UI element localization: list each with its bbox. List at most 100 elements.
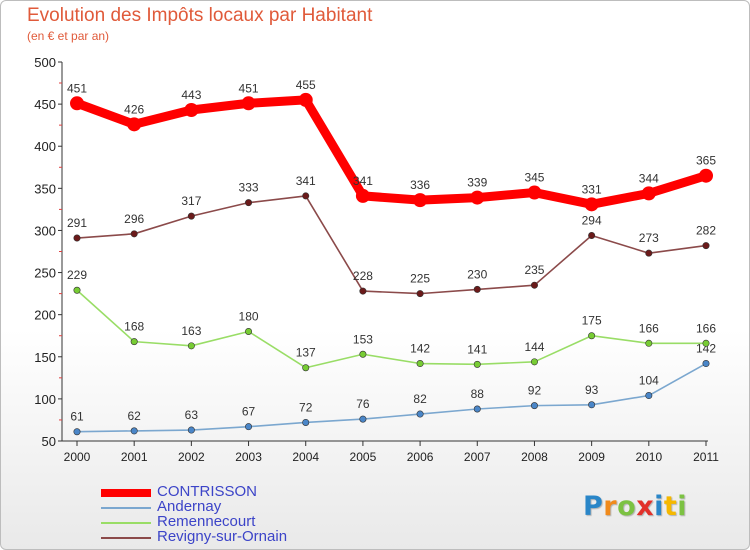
x-tick-label: 2005 (350, 450, 377, 464)
data-label-revigny-sur-ornain: 341 (296, 174, 316, 188)
x-tick-label: 2006 (407, 450, 434, 464)
logo-letter: o (617, 491, 637, 522)
legend-label-contrisson: CONTRISSON (157, 483, 258, 500)
data-label-contrisson: 345 (524, 171, 544, 185)
data-point-remennecourt (588, 332, 596, 340)
logo-letter: t (663, 491, 678, 522)
data-label-revigny-sur-ornain: 228 (353, 269, 373, 283)
legend-label-revigny-sur-ornain: Revigny-sur-Ornain (157, 528, 288, 545)
data-point-remennecourt (73, 286, 81, 294)
data-point-contrisson (241, 96, 256, 111)
data-point-andernay (530, 402, 538, 410)
data-point-andernay (588, 401, 596, 409)
data-label-remennecourt: 166 (696, 321, 716, 335)
x-tick-label: 2003 (235, 450, 262, 464)
x-tick-label: 2010 (635, 450, 662, 464)
data-label-remennecourt: 163 (181, 324, 201, 338)
data-label-andernay: 76 (356, 397, 370, 411)
data-point-remennecourt (702, 339, 710, 347)
data-point-andernay (73, 428, 81, 436)
data-point-revigny-sur-ornain (530, 281, 538, 289)
data-label-revigny-sur-ornain: 235 (524, 263, 544, 277)
y-tick-label: 500 (34, 55, 56, 70)
data-point-remennecourt (530, 358, 538, 366)
data-label-andernay: 63 (185, 408, 199, 422)
data-label-remennecourt: 142 (410, 342, 430, 356)
data-point-revigny-sur-ornain (73, 234, 81, 242)
data-label-contrisson: 451 (239, 81, 259, 95)
data-label-andernay: 61 (70, 410, 84, 424)
data-point-revigny-sur-ornain (416, 290, 424, 298)
x-tick-label: 2004 (292, 450, 319, 464)
data-point-contrisson (470, 190, 485, 205)
data-point-remennecourt (302, 364, 310, 372)
data-point-remennecourt (245, 328, 253, 336)
data-label-andernay: 62 (128, 409, 142, 423)
data-point-revigny-sur-ornain (187, 212, 195, 220)
data-label-remennecourt: 144 (524, 340, 544, 354)
series-line-remennecourt (76, 289, 707, 369)
x-tick-label: 2009 (578, 450, 605, 464)
data-point-contrisson (584, 197, 599, 212)
data-label-contrisson: 331 (582, 182, 602, 196)
data-label-andernay: 67 (242, 405, 256, 419)
data-label-andernay: 93 (585, 383, 599, 397)
data-label-contrisson: 365 (696, 154, 716, 168)
x-tick-label: 2001 (121, 450, 148, 464)
data-point-remennecourt (130, 338, 138, 346)
legend-swatch-revigny-sur-ornain (101, 537, 151, 539)
data-point-contrisson (127, 117, 142, 132)
data-point-contrisson (70, 96, 84, 111)
data-label-remennecourt: 180 (239, 310, 259, 324)
logo-letter: i (654, 491, 664, 522)
data-label-andernay: 92 (528, 384, 542, 398)
data-label-andernay: 88 (471, 387, 485, 401)
proxiti-logo: Proxiti (583, 491, 687, 522)
data-label-revigny-sur-ornain: 230 (467, 267, 487, 281)
data-point-andernay (130, 427, 138, 435)
data-point-remennecourt (473, 360, 481, 368)
data-point-contrisson (184, 103, 199, 118)
data-point-remennecourt (416, 360, 424, 368)
data-label-revigny-sur-ornain: 225 (410, 272, 430, 286)
data-point-revigny-sur-ornain (359, 287, 367, 295)
y-tick-label: 200 (34, 308, 56, 323)
series-line-andernay (76, 362, 707, 433)
data-label-andernay: 82 (413, 392, 427, 406)
data-label-contrisson: 443 (181, 88, 201, 102)
data-label-remennecourt: 168 (124, 320, 144, 334)
series-line-contrisson (72, 95, 711, 209)
logo-letter: i (677, 491, 688, 522)
x-tick-label: 2007 (464, 450, 491, 464)
data-label-revigny-sur-ornain: 317 (181, 194, 201, 208)
data-point-andernay (359, 415, 367, 423)
data-point-revigny-sur-ornain (245, 199, 253, 207)
data-point-revigny-sur-ornain (302, 192, 310, 200)
y-tick-label: 350 (34, 181, 56, 196)
data-label-remennecourt: 175 (582, 314, 602, 328)
data-point-remennecourt (645, 339, 653, 347)
x-tick-label: 2000 (64, 450, 91, 464)
y-tick-label: 100 (34, 392, 56, 407)
data-point-contrisson (355, 188, 370, 203)
y-tick-label: 50 (42, 434, 56, 449)
data-point-andernay (302, 418, 310, 426)
legend-swatch-andernay (101, 507, 151, 509)
data-point-remennecourt (187, 342, 195, 350)
data-point-andernay (473, 405, 481, 413)
y-tick-label: 450 (34, 97, 56, 112)
data-point-contrisson (699, 168, 713, 183)
legend-swatch-remennecourt (101, 522, 151, 524)
data-point-revigny-sur-ornain (702, 242, 710, 250)
data-label-remennecourt: 166 (639, 321, 659, 335)
y-tick-label: 250 (34, 266, 56, 281)
data-label-contrisson: 344 (639, 171, 659, 185)
data-point-revigny-sur-ornain (645, 249, 653, 257)
logo-letter: r (603, 491, 618, 522)
x-tick-label: 2002 (178, 450, 205, 464)
logo-letter: P (583, 491, 604, 522)
data-point-revigny-sur-ornain (473, 285, 481, 293)
data-point-andernay (187, 426, 195, 434)
